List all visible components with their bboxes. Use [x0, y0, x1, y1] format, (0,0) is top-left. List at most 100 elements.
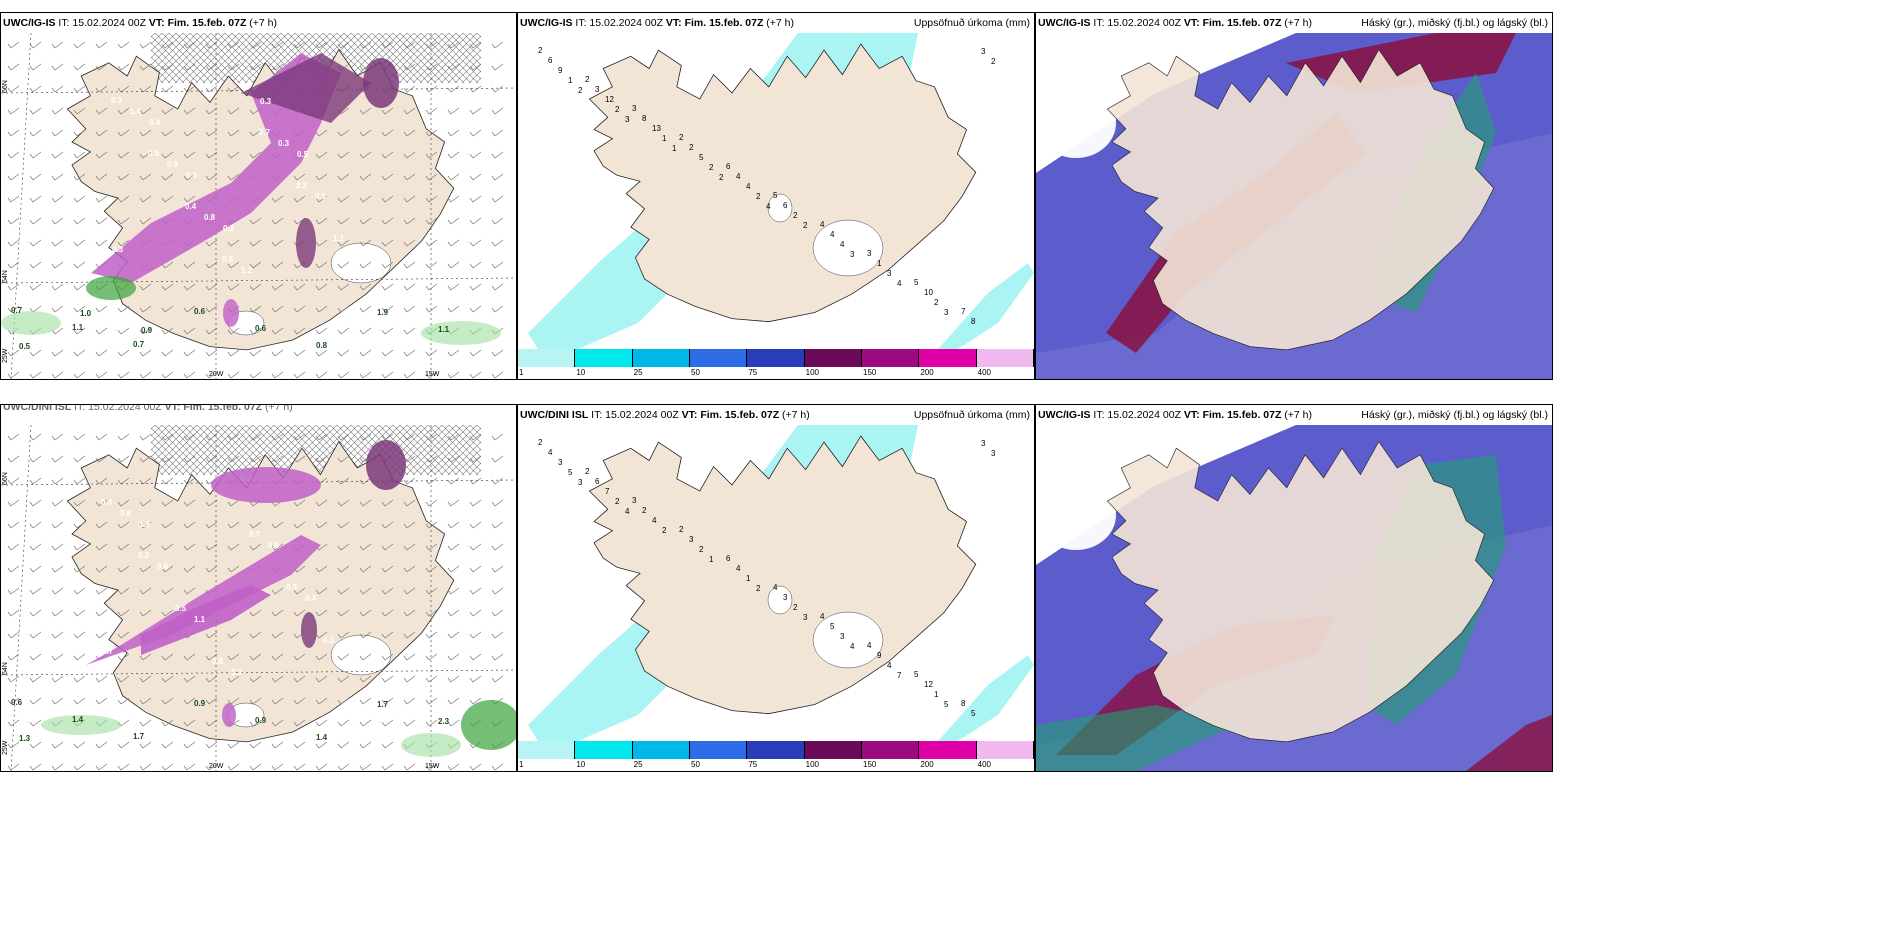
wind-barb [51, 587, 64, 595]
clear-area [1036, 480, 1116, 550]
wind-barb [491, 609, 504, 617]
wind-barb [315, 239, 328, 247]
precip-value-label: 4 [736, 172, 741, 181]
wind-barb [271, 327, 284, 335]
snow-area [301, 612, 317, 648]
wind-barb [469, 195, 482, 203]
precip-value-label: 3 [783, 593, 788, 602]
wind-barb [337, 653, 350, 661]
wind-barb [7, 173, 20, 181]
snow-value-label: 1.1 [194, 615, 206, 624]
map-area [1036, 425, 1552, 771]
wind-barb [73, 521, 86, 529]
wind-barb [117, 107, 130, 115]
wind-barb [249, 697, 262, 705]
panel-header: UWC/IG-IS IT: 15.02.2024 00Z VT: Fim. 15… [520, 15, 1030, 31]
snow-value-label: 0.5 [148, 149, 160, 158]
wind-barb [381, 521, 394, 529]
precip-value-label: 13 [652, 124, 661, 133]
wind-barb [447, 719, 460, 727]
wind-barb [161, 653, 174, 661]
wind-barb [381, 741, 394, 749]
wind-barb [381, 719, 394, 727]
precip-value-label: 4 [850, 642, 855, 651]
model-name: UWC/IG-IS [1038, 17, 1091, 29]
wind-barb [7, 543, 20, 551]
precip-value-label: 5 [773, 191, 778, 200]
snow-value-label: 1.9 [377, 308, 389, 317]
wind-barb [183, 173, 196, 181]
lead-time: (+7 h) [1284, 17, 1313, 29]
wind-barb [7, 433, 20, 441]
precip-value-label: 2 [585, 467, 590, 476]
wind-barb [271, 587, 284, 595]
wind-barb [161, 521, 174, 529]
wind-barb [29, 85, 42, 93]
wind-barb [381, 499, 394, 507]
lon-label: 20W [209, 763, 224, 770]
wind-barb [469, 217, 482, 225]
wind-barb [425, 499, 438, 507]
wind-barb [161, 151, 174, 159]
colorbar-swatch [747, 349, 805, 367]
wind-barb [117, 173, 130, 181]
precip-value-label: 7 [897, 671, 902, 680]
wind-barb [425, 719, 438, 727]
glacier [812, 611, 884, 669]
precip-value-label: 2 [756, 192, 761, 201]
snow-value-label: 0.6 [268, 541, 280, 550]
wind-barb [51, 261, 64, 269]
wind-barb [227, 675, 240, 683]
wind-barb [7, 261, 20, 269]
wind-barb [359, 653, 372, 661]
lead-time: (+7 h) [782, 409, 810, 421]
wind-barb [359, 697, 372, 705]
wind-barb [491, 129, 504, 137]
wind-barb [271, 697, 284, 705]
precip-value-label: 2 [699, 545, 704, 554]
wind-barb [381, 653, 394, 661]
wind-barb [139, 371, 152, 379]
wind-barb [337, 499, 350, 507]
wind-barb [51, 129, 64, 137]
snow-value-label: 0.6 [255, 324, 267, 333]
wind-barb [469, 349, 482, 357]
wind-barb [425, 129, 438, 137]
wind-barb [359, 261, 372, 269]
wind-barb [29, 63, 42, 71]
wind-barb [337, 609, 350, 617]
wind-barb [161, 499, 174, 507]
snow-area [211, 467, 321, 503]
wind-barb [139, 675, 152, 683]
wind-barb [315, 741, 328, 749]
wind-barb [139, 41, 152, 49]
wind-barb [205, 631, 218, 639]
snow-value-label: 0.3 [231, 668, 243, 677]
wind-barb [403, 521, 416, 529]
wind-barb [117, 763, 130, 771]
wind-barb [271, 41, 284, 49]
wind-barb [183, 305, 196, 313]
wind-barb [139, 195, 152, 203]
wind-barb [469, 477, 482, 485]
wind-barb [293, 499, 306, 507]
wind-barb [183, 433, 196, 441]
wind-barb [359, 499, 372, 507]
wind-barb [359, 195, 372, 203]
wind-barb [117, 741, 130, 749]
wind-barb [293, 41, 306, 49]
snow-value-label: 0.5 [175, 604, 187, 613]
colorbar-tick-label: 100 [805, 368, 820, 377]
snow-value-label: 0.6 [212, 657, 224, 666]
colorbar-swatch [632, 349, 690, 367]
snow-value-label: 0.3 [112, 245, 124, 254]
wind-barb [271, 719, 284, 727]
wind-barb [183, 719, 196, 727]
wind-barb [117, 521, 130, 529]
wind-barb [491, 763, 504, 771]
wind-barb [315, 151, 328, 159]
wind-barb [29, 239, 42, 247]
wind-barb [7, 763, 20, 771]
wind-barb [359, 675, 372, 683]
wind-barb [183, 41, 196, 49]
